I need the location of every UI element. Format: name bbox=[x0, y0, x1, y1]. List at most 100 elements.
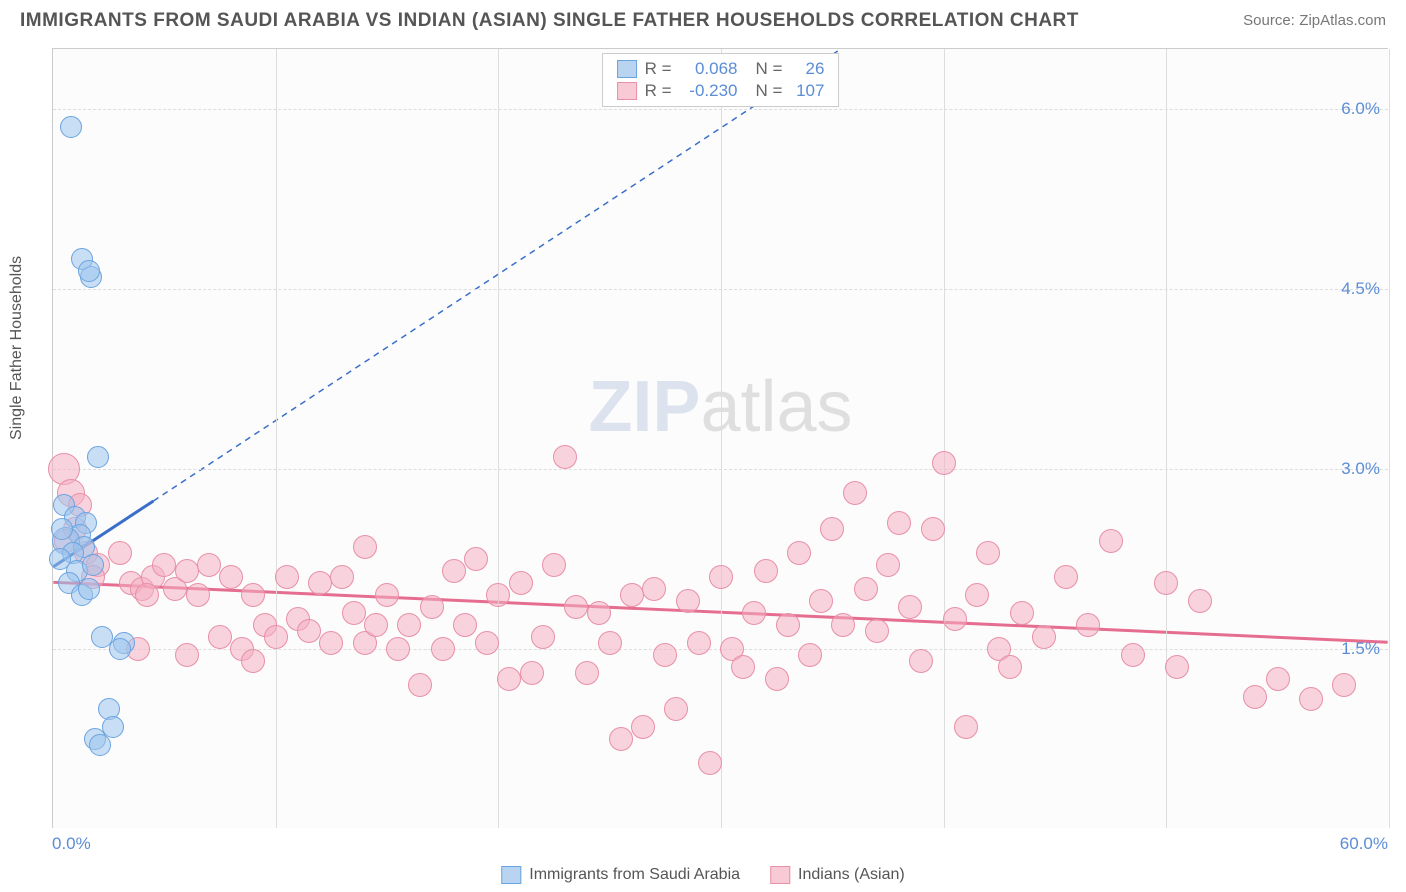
stats-row-blue: R = 0.068 N = 26 bbox=[617, 58, 825, 80]
scatter-point-pink bbox=[175, 559, 199, 583]
scatter-point-pink bbox=[553, 445, 577, 469]
watermark-zip: ZIP bbox=[588, 367, 700, 447]
scatter-point-pink bbox=[364, 613, 388, 637]
r-label: R = bbox=[645, 59, 672, 79]
scatter-point-pink bbox=[921, 517, 945, 541]
swatch-pink bbox=[770, 866, 790, 884]
scatter-point-pink bbox=[475, 631, 499, 655]
scatter-point-pink bbox=[898, 595, 922, 619]
scatter-point-pink bbox=[709, 565, 733, 589]
scatter-point-pink bbox=[509, 571, 533, 595]
scatter-point-pink bbox=[887, 511, 911, 535]
scatter-point-pink bbox=[698, 751, 722, 775]
scatter-point-pink bbox=[1332, 673, 1356, 697]
scatter-point-pink bbox=[342, 601, 366, 625]
n-label: N = bbox=[756, 59, 783, 79]
scatter-point-pink bbox=[431, 637, 455, 661]
scatter-point-pink bbox=[464, 547, 488, 571]
scatter-point-pink bbox=[909, 649, 933, 673]
scatter-point-pink bbox=[1121, 643, 1145, 667]
scatter-point-pink bbox=[420, 595, 444, 619]
scatter-point-pink bbox=[965, 583, 989, 607]
scatter-point-pink bbox=[776, 613, 800, 637]
scatter-point-pink bbox=[135, 583, 159, 607]
scatter-point-pink bbox=[453, 613, 477, 637]
scatter-point-blue bbox=[60, 116, 82, 138]
scatter-point-pink bbox=[620, 583, 644, 607]
scatter-point-pink bbox=[976, 541, 1000, 565]
scatter-point-pink bbox=[1266, 667, 1290, 691]
scatter-point-pink bbox=[1076, 613, 1100, 637]
n-value: 107 bbox=[790, 81, 824, 101]
scatter-point-pink bbox=[275, 565, 299, 589]
source-attribution: Source: ZipAtlas.com bbox=[1243, 12, 1386, 30]
legend-item-indian: Indians (Asian) bbox=[770, 866, 905, 884]
chart-title: IMMIGRANTS FROM SAUDI ARABIA VS INDIAN (… bbox=[20, 10, 1079, 32]
scatter-point-pink bbox=[854, 577, 878, 601]
scatter-point-pink bbox=[375, 583, 399, 607]
scatter-point-pink bbox=[486, 583, 510, 607]
scatter-point-pink bbox=[264, 625, 288, 649]
scatter-point-pink bbox=[653, 643, 677, 667]
gridline-v bbox=[1166, 49, 1167, 828]
scatter-point-pink bbox=[575, 661, 599, 685]
n-label: N = bbox=[756, 81, 783, 101]
scatter-point-pink bbox=[442, 559, 466, 583]
legend-item-saudi: Immigrants from Saudi Arabia bbox=[501, 866, 740, 884]
scatter-point-pink bbox=[319, 631, 343, 655]
swatch-pink bbox=[617, 82, 637, 100]
scatter-point-pink bbox=[542, 553, 566, 577]
swatch-blue bbox=[501, 866, 521, 884]
gridline-v bbox=[276, 49, 277, 828]
scatter-point-pink bbox=[664, 697, 688, 721]
scatter-point-pink bbox=[520, 661, 544, 685]
scatter-point-blue bbox=[87, 446, 109, 468]
x-tick-label-min: 0.0% bbox=[52, 834, 91, 854]
scatter-point-pink bbox=[219, 565, 243, 589]
scatter-point-pink bbox=[831, 613, 855, 637]
swatch-blue bbox=[617, 60, 637, 78]
n-value: 26 bbox=[790, 59, 824, 79]
scatter-point-pink bbox=[152, 553, 176, 577]
scatter-point-blue bbox=[82, 554, 104, 576]
scatter-point-pink bbox=[876, 553, 900, 577]
scatter-point-pink bbox=[631, 715, 655, 739]
legend-label: Immigrants from Saudi Arabia bbox=[529, 866, 740, 884]
scatter-plot-area: ZIPatlas R = 0.068 N = 26 R = -0.230 N =… bbox=[52, 48, 1388, 828]
scatter-point-blue bbox=[78, 578, 100, 600]
scatter-point-pink bbox=[241, 649, 265, 673]
scatter-point-pink bbox=[297, 619, 321, 643]
scatter-point-pink bbox=[564, 595, 588, 619]
scatter-point-blue bbox=[109, 638, 131, 660]
gridline-v bbox=[498, 49, 499, 828]
scatter-point-pink bbox=[765, 667, 789, 691]
y-tick-label: 1.5% bbox=[1341, 639, 1380, 659]
scatter-point-pink bbox=[742, 601, 766, 625]
r-value: -0.230 bbox=[680, 81, 738, 101]
stats-row-pink: R = -0.230 N = 107 bbox=[617, 80, 825, 102]
scatter-point-pink bbox=[943, 607, 967, 631]
scatter-point-pink bbox=[642, 577, 666, 601]
scatter-point-pink bbox=[809, 589, 833, 613]
scatter-point-pink bbox=[609, 727, 633, 751]
scatter-point-pink bbox=[1032, 625, 1056, 649]
scatter-point-pink bbox=[798, 643, 822, 667]
scatter-point-pink bbox=[998, 655, 1022, 679]
y-tick-label: 4.5% bbox=[1341, 279, 1380, 299]
y-tick-label: 6.0% bbox=[1341, 99, 1380, 119]
scatter-point-blue bbox=[78, 260, 100, 282]
scatter-point-pink bbox=[587, 601, 611, 625]
scatter-point-pink bbox=[531, 625, 555, 649]
scatter-point-pink bbox=[308, 571, 332, 595]
scatter-point-pink bbox=[1188, 589, 1212, 613]
scatter-point-pink bbox=[598, 631, 622, 655]
scatter-point-pink bbox=[1243, 685, 1267, 709]
scatter-point-pink bbox=[408, 673, 432, 697]
scatter-point-pink bbox=[497, 667, 521, 691]
y-tick-label: 3.0% bbox=[1341, 459, 1380, 479]
scatter-point-pink bbox=[820, 517, 844, 541]
source-name: ZipAtlas.com bbox=[1299, 12, 1386, 29]
scatter-point-pink bbox=[843, 481, 867, 505]
scatter-point-pink bbox=[687, 631, 711, 655]
x-tick-label-max: 60.0% bbox=[1340, 834, 1388, 854]
